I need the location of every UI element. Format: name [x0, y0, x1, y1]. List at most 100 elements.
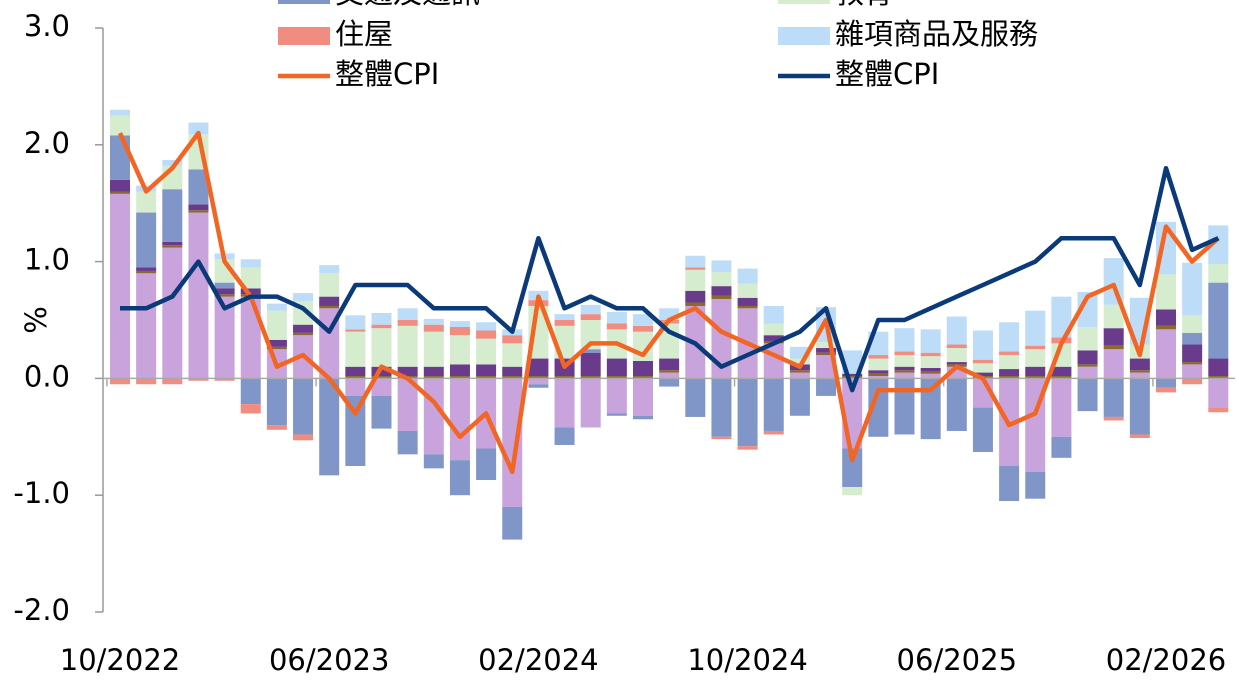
y-tick-label: -2.0: [13, 593, 70, 627]
bar-segment: [319, 305, 340, 309]
bar-segment: [188, 210, 209, 213]
bar-segment: [1208, 225, 1229, 264]
bar-segment: [737, 378, 758, 447]
bar-segment: [214, 378, 235, 381]
bar-segment: [371, 376, 392, 379]
bar-segment: [946, 344, 967, 349]
bar-segment: [449, 335, 470, 365]
bar-segment: [266, 425, 287, 430]
bar-segment: [1208, 378, 1229, 408]
bar-segment: [110, 193, 130, 379]
bar-segment: [711, 272, 732, 287]
bar-segment: [319, 296, 340, 306]
bar-segment: [502, 343, 523, 367]
bar-segment: [737, 297, 758, 306]
bar-segment: [345, 378, 366, 396]
bar-segment: [999, 466, 1020, 502]
bar-segment: [162, 241, 183, 246]
bar-segment: [1182, 315, 1203, 333]
bar-segment: [789, 378, 810, 416]
bar-segment: [1051, 376, 1072, 379]
bar-segment: [868, 370, 889, 374]
bar-segment: [711, 436, 732, 440]
bar-segment: [763, 430, 784, 435]
bar-segment: [397, 430, 418, 455]
bar-segment: [1077, 350, 1098, 365]
bar-segment: [136, 270, 157, 274]
bar-segment: [999, 351, 1020, 356]
bar-segment: [397, 366, 418, 377]
legend-label: 整體CPI: [335, 57, 439, 91]
bar-segment: [554, 320, 575, 326]
bar-segment: [1077, 378, 1098, 412]
bar-segment: [920, 356, 941, 368]
bar-segment: [946, 348, 967, 363]
bar-segment: [423, 378, 444, 455]
bar-segment: [110, 115, 130, 136]
bar-segment: [502, 378, 523, 507]
bar-segment: [214, 282, 235, 289]
bar-segment: [1208, 263, 1229, 283]
bar-segment: [946, 362, 967, 365]
bar-segment: [371, 378, 392, 396]
bar-segment: [711, 286, 732, 296]
bar-segment: [816, 352, 837, 356]
bar-segment: [1025, 366, 1046, 377]
bar-segment: [946, 378, 967, 431]
bar-segment: [580, 304, 601, 315]
bar-segment: [266, 378, 287, 426]
bar-segment: [293, 332, 314, 336]
bar-segment: [685, 378, 706, 417]
bar-segment: [110, 135, 130, 180]
bar-segment: [136, 378, 157, 385]
bar-segment: [397, 320, 418, 326]
bar-segment: [240, 404, 261, 414]
bar-segment: [868, 376, 889, 379]
bar-segment: [266, 310, 287, 340]
bar-segment: [972, 330, 993, 360]
bar-segment: [1025, 376, 1046, 379]
bar-segment: [1051, 436, 1072, 458]
bar-segment: [606, 376, 627, 379]
bar-segment: [633, 378, 653, 416]
bar-segment: [1208, 407, 1229, 413]
bar-segment: [868, 378, 889, 437]
bar-segment: [214, 294, 235, 297]
bar-segment: [633, 376, 653, 379]
bar-segment: [711, 260, 732, 273]
bar-segment: [449, 376, 470, 379]
bar-segment: [476, 376, 497, 379]
bar-segment: [1208, 358, 1229, 377]
bar-segment: [449, 460, 470, 496]
bar-segment: [162, 378, 183, 385]
bar-segment: [1051, 296, 1072, 338]
bar-segment: [1156, 387, 1176, 393]
bar-segment: [528, 358, 549, 377]
bar-segment: [972, 363, 993, 373]
bar-segment: [449, 321, 470, 328]
bar-segment: [110, 378, 130, 385]
bar-segment: [266, 303, 287, 311]
bar-segment: [606, 413, 627, 416]
bar-segment: [789, 346, 810, 359]
bar-segment: [659, 378, 680, 387]
legend-label: 整體CPI: [835, 57, 939, 91]
bar-segment: [763, 305, 784, 324]
bar-segment: [266, 339, 287, 347]
bar-segment: [580, 352, 601, 377]
bar-segment: [999, 355, 1020, 370]
bar-segment: [188, 169, 209, 205]
bar-segment: [1051, 366, 1072, 377]
legend-swatch: [278, 0, 330, 4]
bar-segment: [371, 324, 392, 329]
bar-segment: [136, 273, 157, 379]
x-tick-label: 02/2024: [478, 643, 598, 677]
bar-segment: [1156, 309, 1176, 326]
bar-segment: [110, 179, 130, 192]
bar-segment: [659, 358, 680, 371]
bar-segment: [423, 454, 444, 469]
bar-segment: [214, 296, 235, 379]
bar-segment: [345, 366, 366, 377]
bar-segment: [1208, 282, 1229, 359]
